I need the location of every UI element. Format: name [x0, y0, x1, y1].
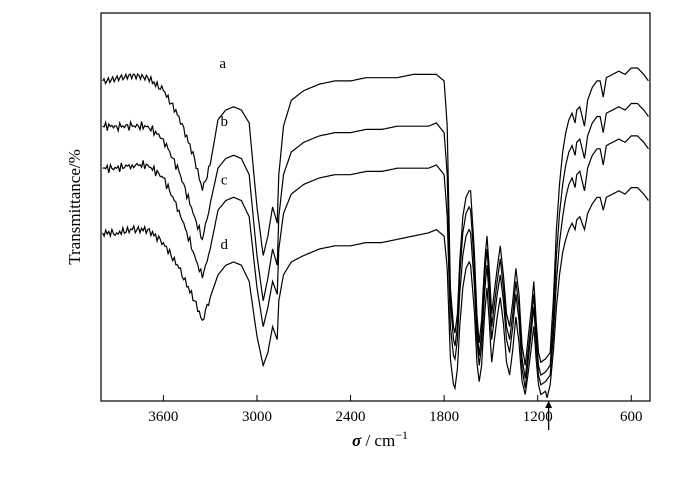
curve-label-a: a [219, 56, 226, 72]
curve-label-c: c [221, 172, 228, 188]
x-tick-label: 3600 [148, 409, 178, 425]
x-tick-label: 2400 [336, 409, 366, 425]
spectrum-curve-b [102, 102, 649, 379]
x-axis-ticks: 3600 3000 2400 1800 1200 600 [148, 395, 643, 425]
x-tick-label: 1800 [429, 409, 459, 425]
curve-label-b: b [220, 114, 228, 130]
x-axis-symbol: σ [352, 431, 362, 450]
plot-frame [100, 12, 651, 402]
curve-label-d: d [220, 237, 228, 253]
curve-group [102, 67, 649, 398]
curve-labels: a b c d [219, 56, 228, 253]
x-axis-unit: / cm [361, 431, 395, 450]
x-axis-title: σ / cm−1 [352, 428, 408, 450]
x-tick-label: 3000 [242, 409, 272, 425]
spectrum-curve-c [102, 135, 649, 389]
spectrum-curve-d [102, 187, 649, 398]
annotation-group [545, 401, 553, 431]
arrow-up-icon [545, 401, 553, 408]
x-axis-unit-exponent: −1 [395, 428, 408, 442]
x-tick-label: 600 [620, 409, 643, 425]
spectrum-curve-a [102, 67, 649, 366]
x-tick-label: 1200 [523, 409, 553, 425]
y-axis-title: Transmittance/% [65, 149, 84, 265]
